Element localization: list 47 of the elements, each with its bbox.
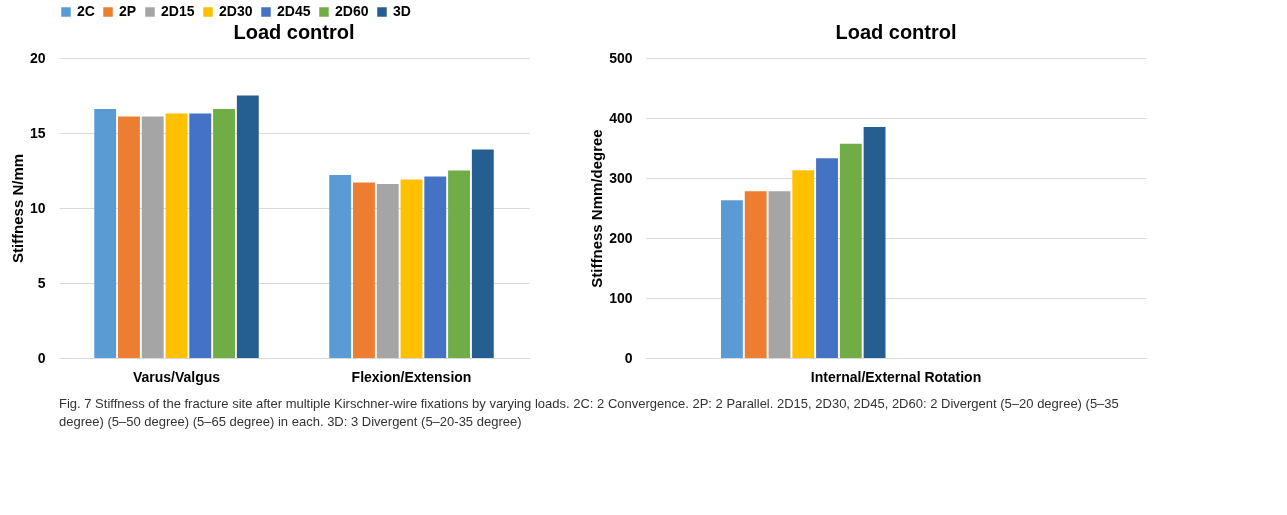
bar [721,200,743,358]
bar [768,191,791,358]
bar [744,191,767,358]
x-tick-label: Flexion/Extension [351,368,472,385]
bar [236,95,259,358]
bar [141,116,164,358]
bar [424,176,447,358]
x-tick-label: Internal/External Rotation [810,368,982,385]
y-tick-label: 300 [609,169,633,186]
bar [213,109,235,358]
y-tick-label: 0 [37,349,46,366]
legend-label: 3D [393,3,411,19]
y-axis-title: Stiffness N/mm [8,153,26,264]
bar [863,127,886,358]
y-tick-label: 15 [29,124,46,141]
legend-label: 2D45 [277,3,311,19]
y-axis-title: Stiffness Nmm/degree [588,129,606,288]
y-tick-label: 200 [609,229,633,246]
x-tick-label: Varus/Valgus [132,368,221,385]
y-tick-label: 0 [624,349,633,366]
legend-label: 2C [77,3,95,19]
y-tick-label: 5 [37,274,46,291]
y-tick-label: 10 [29,199,46,216]
bar [94,109,117,358]
bar [471,149,494,358]
y-tick-label: 400 [609,109,633,126]
bar [816,158,838,358]
bar [448,170,470,358]
bar [353,182,375,358]
bar [792,170,815,358]
y-tick-label: 20 [29,49,46,66]
bar [400,179,423,358]
chart-title: Load control [233,21,355,43]
legend-label: 2D30 [219,3,253,19]
legend-label: 2P [119,3,137,19]
bar [118,116,140,358]
y-tick-label: 100 [609,289,633,306]
bar [165,113,188,358]
legend-label: 2D15 [161,3,195,19]
bar [376,184,399,358]
caption: Fig. 7 Stiffness of the fracture site after multiple Kirschner-wire fixations by varying loads. 2C: 2 Convergence. 2P: 2 Parallel. 2D15, 2D30, 2D45, 2D60: 2 Divergent (5–20 degree) (5–35 degree) (5–50 degree) (5–65 degree) in each. 3D: 3 Divergent (5–20-35 degree) [59,396,1119,429]
y-tick-label: 500 [609,49,633,66]
legend-label: 2D60 [335,3,369,19]
chart-title: Load control [835,21,957,43]
bar [189,113,212,358]
bar [329,175,352,358]
bar [839,143,862,358]
